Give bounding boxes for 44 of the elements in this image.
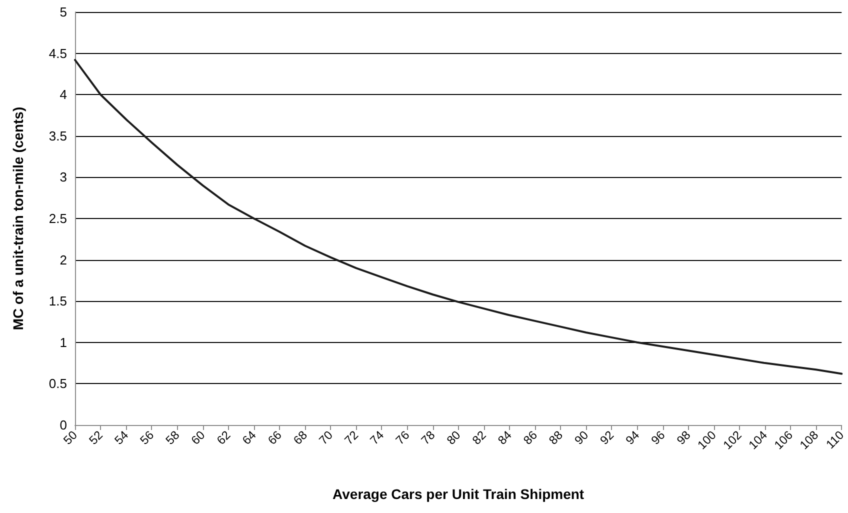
- x-tick-label: 74: [367, 428, 387, 448]
- x-tick-label: 62: [214, 428, 234, 448]
- x-tick-label: 108: [796, 428, 822, 452]
- x-tick-label: 64: [239, 428, 260, 448]
- x-tick-label: 110: [823, 428, 847, 452]
- x-tick-label: 100: [694, 428, 720, 452]
- y-axis-title: MC of a unit-train ton-mile (cents): [10, 106, 26, 330]
- x-tick-label: 92: [597, 428, 617, 448]
- y-tick-label: 1.5: [48, 294, 67, 309]
- x-tick-label: 96: [648, 428, 668, 448]
- y-tick-label: 4.5: [48, 46, 67, 61]
- x-tick-label: 104: [746, 428, 770, 452]
- x-tick-label: 82: [469, 428, 490, 448]
- x-tick-label: 90: [572, 428, 592, 448]
- x-tick-label: 88: [546, 428, 566, 448]
- x-tick-label: 56: [137, 428, 157, 448]
- line-series: [74, 58, 843, 375]
- y-tick-label: 0.5: [48, 376, 67, 392]
- x-tick-label: 70: [316, 428, 336, 448]
- x-tick-label: 60: [188, 428, 208, 448]
- x-tick-label: 72: [342, 428, 362, 448]
- y-tick-label: 2: [60, 252, 67, 268]
- y-tick-label: 2.5: [48, 211, 67, 226]
- y-tick-label: 1: [60, 334, 67, 350]
- x-tick-label: 94: [622, 428, 642, 448]
- x-tick-label: 86: [520, 428, 540, 448]
- x-tick-label: 58: [162, 428, 182, 448]
- y-tick-label: 3: [60, 170, 67, 185]
- y-tick-label: 4: [60, 87, 67, 102]
- x-tick-label: 78: [418, 428, 438, 448]
- y-tick-label: 0: [60, 418, 67, 432]
- x-tick-label: 52: [86, 428, 106, 448]
- x-tick-label: 80: [444, 428, 464, 448]
- x-tick-label: 76: [392, 428, 412, 448]
- x-tick-label: 102: [720, 428, 745, 452]
- x-tick-label: 66: [265, 428, 285, 448]
- x-tick-label: 84: [495, 428, 515, 448]
- y-tick-label: 3.5: [48, 128, 67, 144]
- x-tick-label: 106: [771, 428, 796, 452]
- x-tick-label: 98: [674, 428, 694, 448]
- y-tick-label: 5: [60, 4, 67, 20]
- x-axis-title: Average Cars per Unit Train Shipment: [332, 486, 584, 502]
- x-tick-label: 68: [290, 428, 310, 448]
- x-tick-label: 54: [112, 428, 132, 448]
